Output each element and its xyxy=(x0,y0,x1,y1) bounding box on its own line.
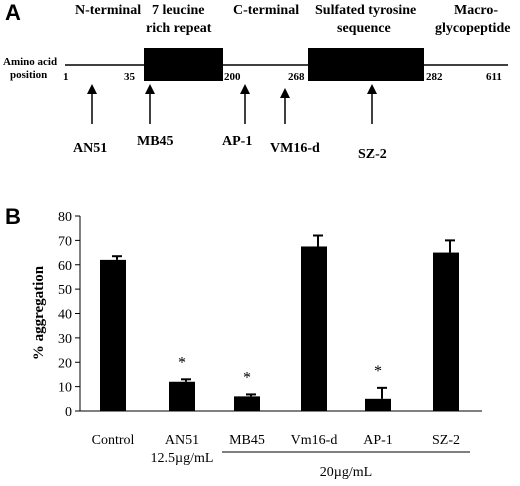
significance-marker: * xyxy=(243,369,251,386)
position-label: 282 xyxy=(426,71,443,83)
y-tick-label: 0 xyxy=(65,405,72,420)
domain-label-macro-line2: glycopeptide xyxy=(435,21,510,36)
bar xyxy=(301,246,327,411)
domain-label-sulfated-line1: Sulfated tyrosine xyxy=(315,3,416,18)
antibody-label-sz2: SZ-2 xyxy=(358,147,387,162)
axis-label-line1: Amino acid xyxy=(3,56,57,68)
x-tick-label: AP-1 xyxy=(363,433,393,448)
domain-label-n-terminal: N-terminal xyxy=(75,3,141,18)
position-label: 35 xyxy=(124,71,136,83)
x-tick-label: AN51 xyxy=(165,433,199,448)
antibody-label-vm16d: VM16-d xyxy=(270,141,320,156)
arrow-head-icon xyxy=(280,88,290,98)
x-tick-label: Vm16-d xyxy=(291,433,338,448)
domain-label-sulfated-line2: sequence xyxy=(337,21,391,36)
significance-marker: * xyxy=(374,363,382,380)
panel-b-letter: B xyxy=(5,204,21,229)
antibody-label-ap1: AP-1 xyxy=(222,134,252,149)
arrow-head-icon xyxy=(145,84,155,94)
sulfated-tyrosine-box xyxy=(308,48,424,81)
x-tick-label: Control xyxy=(92,433,135,448)
y-axis-label: % aggregation xyxy=(31,265,47,360)
arrow-head-icon xyxy=(240,84,250,94)
bar xyxy=(365,398,391,411)
axis-label-line2: position xyxy=(10,69,47,81)
bar xyxy=(234,396,260,411)
domain-label-macro-line1: Macro- xyxy=(454,3,498,18)
y-tick-label: 10 xyxy=(58,381,72,396)
position-label: 268 xyxy=(288,71,305,83)
position-label: 200 xyxy=(224,71,241,83)
domain-label-c-terminal: C-terminal xyxy=(233,3,299,18)
arrow-head-icon xyxy=(87,84,97,94)
y-tick-label: 80 xyxy=(58,210,72,225)
significance-marker: * xyxy=(178,354,186,371)
domain-label-leucine-line1: 7 leucine xyxy=(152,3,205,18)
domain-label-leucine-line2: rich repeat xyxy=(146,21,212,36)
y-tick-label: 70 xyxy=(58,234,72,249)
y-tick-label: 60 xyxy=(58,259,72,274)
bar xyxy=(100,259,126,411)
position-label: 611 xyxy=(486,71,502,83)
x-tick-label: MB45 xyxy=(229,433,265,448)
y-tick-label: 40 xyxy=(58,308,72,323)
position-label: 1 xyxy=(63,71,69,83)
y-tick-label: 20 xyxy=(58,356,72,371)
antibody-label-an51: AN51 xyxy=(73,141,107,156)
leucine-rich-repeat-box xyxy=(144,48,223,81)
antibody-label-mb45: MB45 xyxy=(137,134,174,149)
y-tick-label: 50 xyxy=(58,283,72,298)
bar xyxy=(433,252,459,411)
y-tick-label: 30 xyxy=(58,332,72,347)
x-tick-label: SZ-2 xyxy=(432,433,460,448)
group-label: 20µg/mL xyxy=(320,465,372,480)
aggregation-bar-chart: 0 10 20 30 40 50 60 70 80 * * * xyxy=(58,210,482,420)
panel-a-letter: A xyxy=(5,0,21,25)
bar xyxy=(169,381,195,411)
x-tick-sublabel: 12.5µg/mL xyxy=(151,451,214,466)
epitope-arrows xyxy=(87,84,377,124)
arrow-head-icon xyxy=(367,84,377,94)
